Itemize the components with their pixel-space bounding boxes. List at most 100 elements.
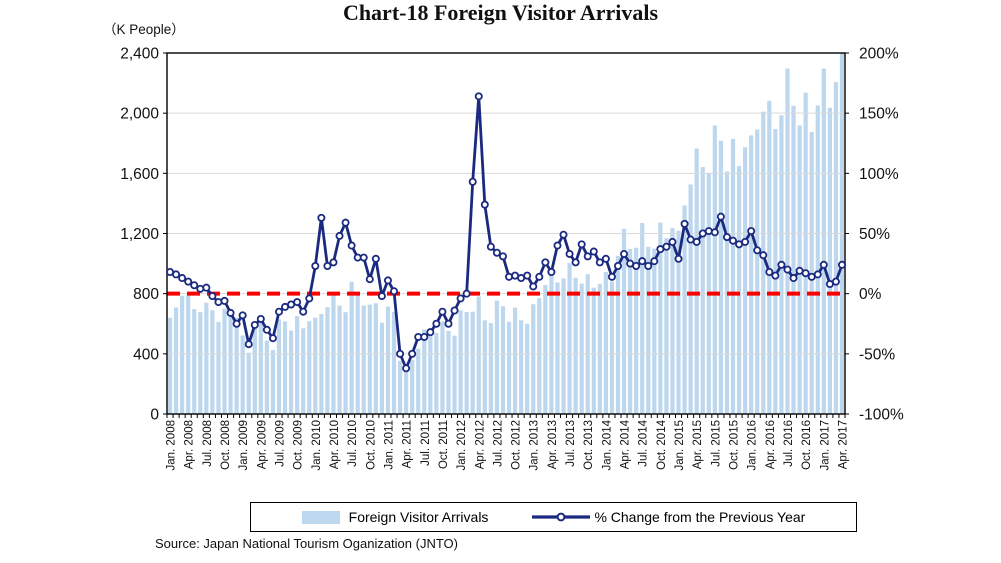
pct-change-marker bbox=[456, 294, 465, 303]
pct-change-marker bbox=[632, 261, 641, 270]
pct-change-marker bbox=[541, 258, 550, 267]
pct-change-marker bbox=[565, 249, 574, 258]
bar bbox=[391, 311, 397, 414]
bar bbox=[379, 322, 384, 414]
bar bbox=[410, 360, 415, 414]
bar bbox=[367, 304, 372, 414]
bar bbox=[331, 295, 336, 414]
x-axis-tick-label: Jul. 2012 bbox=[492, 420, 504, 467]
pct-change-marker bbox=[347, 241, 356, 250]
pct-change-line bbox=[169, 94, 844, 370]
pct-change-marker bbox=[831, 277, 840, 286]
pct-change-marker bbox=[244, 340, 253, 349]
pct-change-marker bbox=[438, 307, 447, 316]
pct-change-marker bbox=[226, 308, 235, 317]
bar bbox=[446, 330, 451, 414]
bar bbox=[785, 68, 790, 415]
pct-change-marker bbox=[498, 252, 507, 261]
x-axis-tick-label: Jan. 2008 bbox=[166, 420, 178, 471]
bar bbox=[494, 300, 500, 414]
pct-change-marker bbox=[377, 292, 386, 301]
pct-change-marker bbox=[819, 260, 828, 269]
pct-change-marker bbox=[396, 349, 405, 358]
bar bbox=[640, 222, 645, 414]
left-axis-tick-label: 2,400 bbox=[120, 46, 159, 63]
bar bbox=[512, 307, 518, 414]
bar bbox=[609, 281, 615, 414]
x-axis-tick-label: Apr. 2016 bbox=[765, 420, 777, 469]
x-axis-tick-label: Jul. 2014 bbox=[638, 419, 650, 466]
bar bbox=[385, 306, 391, 414]
legend-bar-swatch bbox=[301, 510, 340, 524]
right-axis-tick-label: 150% bbox=[859, 106, 899, 123]
pct-change-marker bbox=[644, 261, 653, 270]
pct-change-marker bbox=[250, 320, 259, 329]
pct-change-marker bbox=[741, 237, 750, 246]
pct-change-marker bbox=[662, 242, 671, 251]
pct-change-marker bbox=[256, 314, 265, 323]
x-axis-tick-label: Jul. 2009 bbox=[274, 420, 286, 467]
left-axis-unit-label: （K People） bbox=[103, 22, 185, 37]
pct-change-marker bbox=[474, 92, 483, 101]
pct-change-marker bbox=[480, 200, 489, 209]
bar bbox=[252, 327, 257, 414]
pct-change-marker bbox=[450, 306, 459, 315]
bar bbox=[295, 316, 300, 414]
pct-change-marker bbox=[595, 258, 604, 267]
pct-change-marker bbox=[589, 247, 598, 256]
pct-change-marker bbox=[172, 270, 181, 279]
bar bbox=[180, 295, 185, 414]
bar bbox=[743, 147, 748, 414]
bar bbox=[464, 312, 469, 414]
x-axis-tick-label: Jul. 2008 bbox=[202, 420, 214, 467]
bar bbox=[173, 307, 179, 414]
bar bbox=[228, 312, 233, 414]
pct-change-marker bbox=[759, 251, 768, 260]
pct-change-marker bbox=[638, 257, 647, 266]
bar bbox=[712, 125, 717, 414]
left-axis-tick-label: 1,600 bbox=[120, 166, 159, 183]
bar bbox=[634, 247, 639, 414]
pct-change-marker bbox=[299, 307, 308, 316]
bar bbox=[192, 309, 197, 414]
bar bbox=[664, 238, 669, 414]
bars-group bbox=[167, 53, 845, 415]
pct-change-marker bbox=[202, 283, 211, 292]
pct-change-marker bbox=[462, 289, 471, 298]
bar bbox=[555, 282, 560, 414]
bar bbox=[573, 277, 578, 414]
bar bbox=[531, 304, 536, 414]
pct-change-marker bbox=[402, 364, 411, 373]
x-axis-tick-label: Jan. 2013 bbox=[529, 420, 541, 471]
bar bbox=[567, 263, 572, 414]
pct-change-marker bbox=[607, 272, 616, 281]
bar bbox=[736, 166, 742, 414]
pct-change-marker bbox=[801, 269, 810, 278]
pct-change-marker bbox=[208, 292, 217, 301]
pct-change-marker bbox=[444, 319, 453, 328]
pct-change-marker bbox=[692, 237, 701, 246]
pct-change-marker bbox=[650, 257, 659, 266]
pct-change-marker bbox=[432, 319, 441, 328]
pct-change-marker bbox=[583, 252, 592, 261]
bar bbox=[337, 305, 342, 414]
bar bbox=[210, 310, 215, 414]
x-axis-tick-label: Oct. 2012 bbox=[511, 420, 523, 470]
bar bbox=[700, 167, 705, 414]
pct-change-marker bbox=[408, 349, 417, 358]
x-axis-tick-label: Oct. 2015 bbox=[729, 420, 741, 470]
chart-title: Chart-18 Foreign Visitor Arrivals bbox=[342, 0, 659, 25]
legend-line-sample-marker bbox=[557, 512, 566, 522]
pct-change-marker bbox=[238, 311, 247, 320]
bar bbox=[222, 308, 227, 414]
pct-change-marker bbox=[293, 298, 302, 307]
bar bbox=[325, 307, 330, 414]
pct-change-marker bbox=[523, 271, 532, 280]
right-axis-tick-label: -100% bbox=[859, 407, 904, 424]
pct-change-marker bbox=[492, 248, 501, 257]
pct-change-marker bbox=[190, 281, 199, 290]
bar bbox=[186, 295, 191, 414]
bar bbox=[470, 311, 475, 414]
bar bbox=[373, 303, 378, 414]
